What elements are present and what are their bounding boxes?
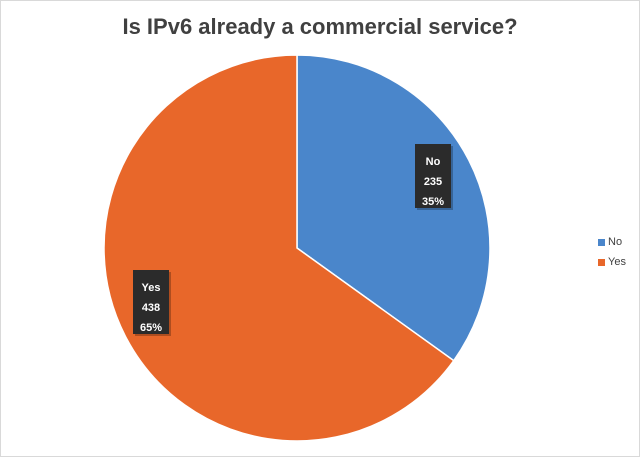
data-label-category: No (426, 156, 441, 168)
legend-swatch-yes (598, 258, 605, 266)
pie-slice-no (296, 54, 491, 362)
legend-swatch-no (598, 238, 605, 246)
legend-item-no: No (598, 232, 626, 252)
data-label-no: No 235 35% (415, 144, 453, 210)
data-label-yes: Yes 438 65% (133, 270, 171, 336)
legend-label-yes: Yes (608, 256, 626, 268)
pie-slice-yes (103, 54, 455, 442)
chart-title: Is IPv6 already a commercial service? (122, 14, 518, 39)
data-label-percent: 35% (422, 196, 444, 208)
data-label-value: 235 (424, 176, 442, 188)
data-label-value: 438 (142, 302, 160, 314)
data-label-category: Yes (142, 282, 161, 294)
data-label-box (133, 270, 169, 334)
legend: No Yes (598, 232, 626, 272)
legend-item-yes: Yes (598, 252, 626, 272)
data-label-box (415, 144, 451, 208)
legend-label-no: No (608, 236, 623, 248)
data-label-percent: 65% (140, 322, 162, 334)
